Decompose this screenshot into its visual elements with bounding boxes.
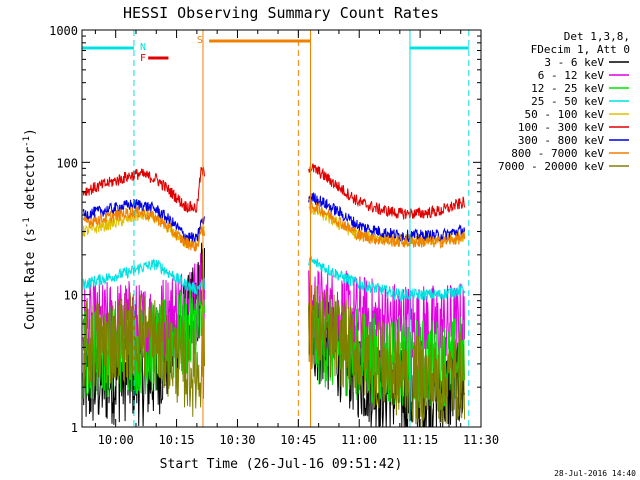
- legend-entry-label-3: 25 - 50 keV: [531, 95, 604, 108]
- y-axis-label-end: ): [23, 128, 38, 136]
- series-line-8: [82, 285, 466, 428]
- axes: [81, 29, 482, 428]
- legend-entry-label-8: 7000 - 20000 keV: [498, 160, 604, 173]
- legend-entry-label-7: 800 - 7000 keV: [511, 147, 604, 160]
- x-tick-label-0: 10:00: [98, 433, 134, 447]
- x-tick-label-2: 10:30: [219, 433, 255, 447]
- legend-header-line-2: FDecim 1, Att 0: [531, 43, 630, 56]
- legend-entry-label-0: 3 - 6 keV: [544, 56, 604, 69]
- series-line-5: [82, 163, 466, 220]
- y-axis-label-sup2: -1: [22, 136, 32, 147]
- x-tick-label-1: 10:15: [159, 433, 195, 447]
- legend-header-line-1: Det 1,3,8,: [564, 30, 630, 43]
- plot-area: NF S: [81, 30, 470, 428]
- flag-label-N: N: [140, 42, 146, 53]
- y-axis-label-mid: detector: [23, 147, 38, 218]
- flag-label-S: S: [197, 35, 203, 46]
- y-tick-label-2: 100: [56, 156, 78, 170]
- x-tick-label-4: 11:00: [341, 433, 377, 447]
- legend-entry-label-5: 100 - 300 keV: [518, 121, 604, 134]
- plot-frame: [81, 29, 482, 428]
- series-line-6: [82, 192, 466, 244]
- series-line-3: [82, 255, 466, 302]
- y-tick-label-0: 1: [71, 421, 78, 435]
- legend-entry-label-4: 50 - 100 keV: [525, 108, 605, 121]
- x-tick-label-3: 10:45: [280, 433, 316, 447]
- y-axis-label-sup1: -1: [22, 217, 32, 228]
- legend-entry-label-2: 12 - 25 keV: [531, 82, 604, 95]
- y-tick-label-3: 1000: [49, 24, 78, 38]
- legend-entry-label-6: 300 - 800 keV: [518, 134, 604, 147]
- flag-label-F: F: [140, 53, 146, 64]
- y-tick-label-1: 10: [64, 289, 78, 303]
- x-tick-label-6: 11:30: [463, 433, 499, 447]
- y-axis-ticks: 1 10 100 1000: [49, 24, 481, 435]
- x-axis-label: Start Time (26-Jul-16 09:51:42): [160, 457, 403, 472]
- y-axis-label: Count Rate (s-1 detector-1): [22, 128, 38, 330]
- series-line-7: [82, 197, 466, 252]
- generation-timestamp: 28-Jul-2016 14:40: [554, 469, 636, 478]
- x-axis-ticks: 10:00 10:15 10:30 10:45 11:00 11:15 11:30: [94, 30, 499, 447]
- y-axis-label-main: Count Rate (s: [23, 228, 38, 330]
- legend-entry-label-1: 6 - 12 keV: [538, 69, 605, 82]
- x-tick-label-5: 11:15: [402, 433, 438, 447]
- chart-title: HESSI Observing Summary Count Rates: [123, 4, 439, 22]
